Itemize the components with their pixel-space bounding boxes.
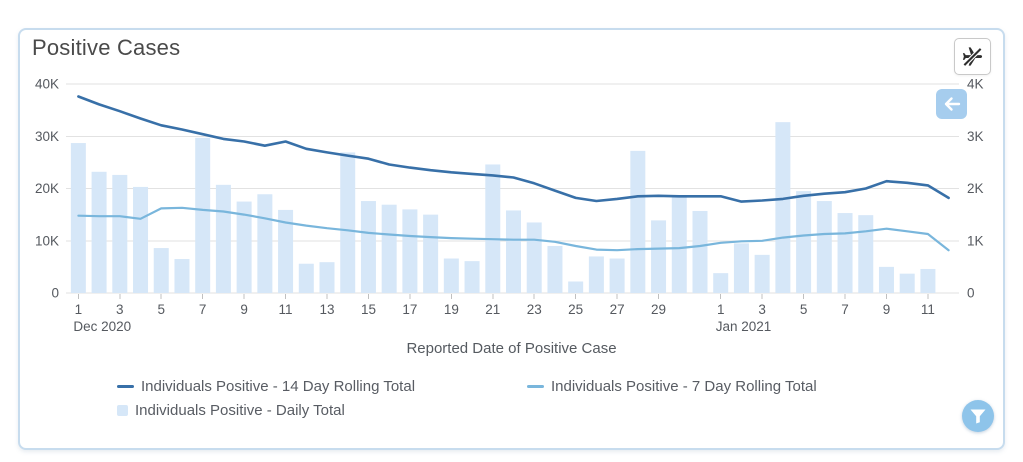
legend-label-daily: Individuals Positive - Daily Total <box>135 401 345 419</box>
legend: Individuals Positive - 14 Day Rolling To… <box>117 374 817 422</box>
legend-row: Individuals Positive - Daily Total <box>117 398 817 422</box>
legend-line-marker-7day <box>527 384 544 388</box>
svg-text:1: 1 <box>75 302 83 317</box>
svg-text:25: 25 <box>568 302 583 317</box>
funnel-icon <box>970 409 986 423</box>
svg-text:11: 11 <box>921 302 935 317</box>
svg-text:29: 29 <box>651 302 666 317</box>
filter-button[interactable] <box>962 400 994 432</box>
svg-text:21: 21 <box>485 302 500 317</box>
svg-text:5: 5 <box>157 302 165 317</box>
svg-text:4K: 4K <box>967 77 984 92</box>
svg-text:0: 0 <box>967 286 975 301</box>
svg-text:23: 23 <box>527 302 542 317</box>
arrow-left-icon <box>944 97 960 111</box>
svg-text:27: 27 <box>610 302 625 317</box>
svg-text:Dec 2020: Dec 2020 <box>73 319 131 334</box>
svg-text:0: 0 <box>51 286 59 301</box>
svg-text:15: 15 <box>361 302 376 317</box>
legend-square-marker-daily <box>117 404 128 416</box>
svg-text:3K: 3K <box>967 129 984 144</box>
legend-label-7day: Individuals Positive - 7 Day Rolling Tot… <box>551 377 817 395</box>
svg-text:19: 19 <box>444 302 459 317</box>
svg-text:7: 7 <box>199 302 207 317</box>
svg-text:1K: 1K <box>967 233 984 248</box>
legend-line-marker-14day <box>117 384 134 388</box>
positive-cases-card: Positive Cases 40K 4K 30K 3K 20K 2K 10K 1K 0 0 1 3 5… <box>18 28 1005 450</box>
chart-title: Positive Cases <box>32 35 181 60</box>
svg-text:10K: 10K <box>35 233 59 248</box>
svg-text:1: 1 <box>717 302 725 317</box>
svg-text:20K: 20K <box>35 181 59 196</box>
x-axis-title: Reported Date of Positive Case <box>406 340 617 357</box>
legend-item-7day[interactable]: Individuals Positive - 7 Day Rolling Tot… <box>527 378 817 395</box>
drill-up-button[interactable] <box>936 89 967 119</box>
svg-text:9: 9 <box>240 302 248 317</box>
svg-text:30K: 30K <box>35 129 59 144</box>
svg-text:2K: 2K <box>967 181 984 196</box>
svg-text:9: 9 <box>883 302 891 317</box>
svg-text:5: 5 <box>800 302 808 317</box>
legend-item-14day[interactable]: Individuals Positive - 14 Day Rolling To… <box>117 378 527 395</box>
legend-item-daily[interactable]: Individuals Positive - Daily Total <box>117 402 345 419</box>
legend-label-14day: Individuals Positive - 14 Day Rolling To… <box>141 377 416 395</box>
svg-text:40K: 40K <box>35 77 59 92</box>
svg-text:Jan 2021: Jan 2021 <box>716 319 772 334</box>
airplane-slash-icon <box>962 46 983 67</box>
svg-text:17: 17 <box>402 302 417 317</box>
svg-text:3: 3 <box>116 302 124 317</box>
svg-text:11: 11 <box>279 302 293 317</box>
legend-row: Individuals Positive - 14 Day Rolling To… <box>117 374 817 398</box>
airplane-mode-button[interactable] <box>954 38 991 75</box>
svg-text:3: 3 <box>758 302 766 317</box>
svg-text:7: 7 <box>841 302 849 317</box>
svg-text:13: 13 <box>319 302 334 317</box>
